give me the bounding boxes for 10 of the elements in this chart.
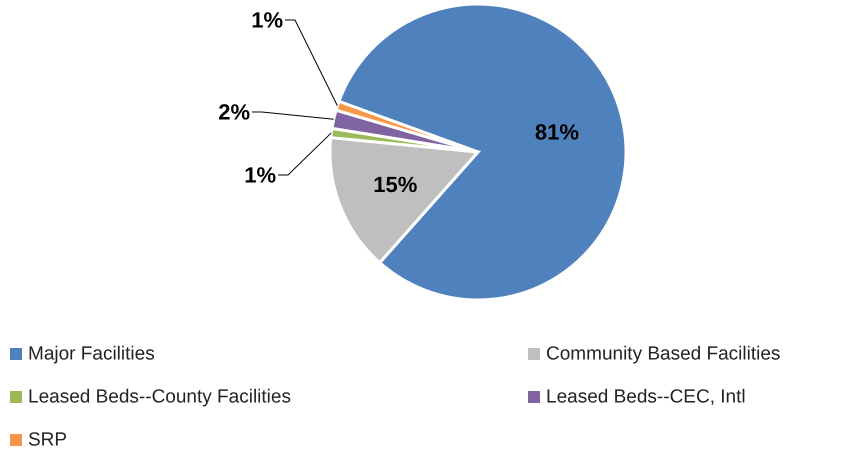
legend-label: Major Facilities [28, 344, 155, 364]
legend-label: Leased Beds--CEC, Intl [546, 386, 746, 408]
data-label: 1% [244, 162, 276, 188]
legend-label: Leased Beds--County Facilities [28, 386, 291, 408]
data-label: 2% [218, 100, 250, 124]
legend-label: Community Based Facilities [546, 344, 780, 364]
data-label: 15% [373, 172, 418, 197]
data-label: 1% [251, 8, 283, 32]
data-label: 81% [534, 120, 579, 145]
legend-label: SRP [28, 430, 68, 450]
